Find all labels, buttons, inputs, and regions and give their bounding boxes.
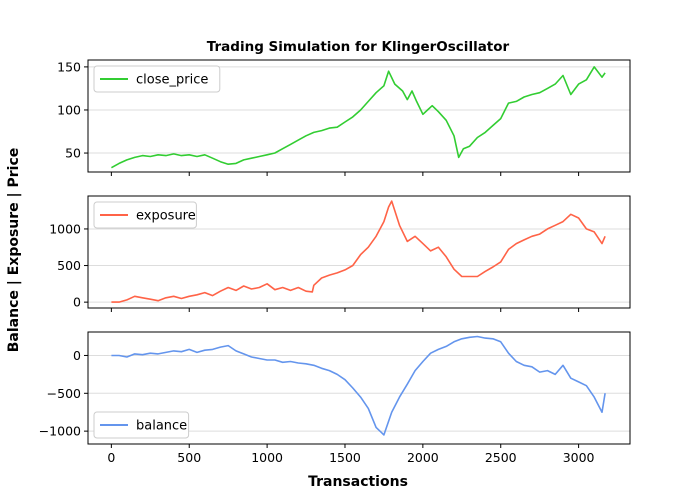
x-tick-label: 1000 — [251, 450, 283, 465]
y-tick-label: 150 — [57, 59, 81, 74]
panel-exposure: 0 500 1000 exposure — [49, 195, 631, 312]
x-tick-label: 1500 — [329, 450, 361, 465]
legend-box — [93, 411, 190, 439]
y-tick-label: 50 — [65, 146, 81, 161]
panel-balance: −1000 −500 0 0 500 1000 1500 2000 2500 3000 balanc… — [39, 331, 631, 465]
series-line-balance — [111, 335, 606, 436]
series-line-close_price — [111, 66, 606, 169]
axes-frame — [87, 331, 631, 445]
legend-label: exposure — [136, 209, 196, 224]
series-line-exposure — [111, 200, 606, 303]
y-tick-label: 0 — [73, 295, 81, 310]
legend: exposure — [93, 201, 197, 229]
x-tick-label: 3000 — [563, 450, 595, 465]
legend-box — [93, 65, 221, 93]
y-axis-label: Balance | Exposure | Price — [6, 148, 22, 353]
x-tick-label: 2000 — [407, 450, 439, 465]
y-tick-label: 100 — [57, 102, 81, 117]
y-tick-label: 500 — [57, 258, 81, 273]
x-tick-label: 2500 — [485, 450, 517, 465]
x-tick-label: 0 — [107, 450, 115, 465]
legend: balance — [93, 411, 190, 439]
legend-label: close_price — [136, 73, 208, 88]
axes-frame — [87, 195, 631, 309]
legend-label: balance — [136, 419, 187, 434]
x-tick-label: 500 — [177, 450, 201, 465]
panels-layer: 50 100 150 close_price 0 500 1000 exposure −1000… — [39, 59, 631, 465]
panel-price: 50 100 150 close_price — [57, 59, 631, 176]
y-tick-label: 1000 — [49, 221, 81, 236]
legend: close_price — [93, 65, 221, 93]
legend-box — [93, 201, 197, 229]
chart-title: Trading Simulation for KlingerOscillator — [207, 39, 510, 55]
x-axis-label: Transactions — [308, 474, 408, 490]
axes-frame — [87, 59, 631, 173]
y-tick-label: −1000 — [39, 424, 81, 439]
y-tick-label: 0 — [73, 348, 81, 363]
y-tick-label: −500 — [47, 386, 81, 401]
